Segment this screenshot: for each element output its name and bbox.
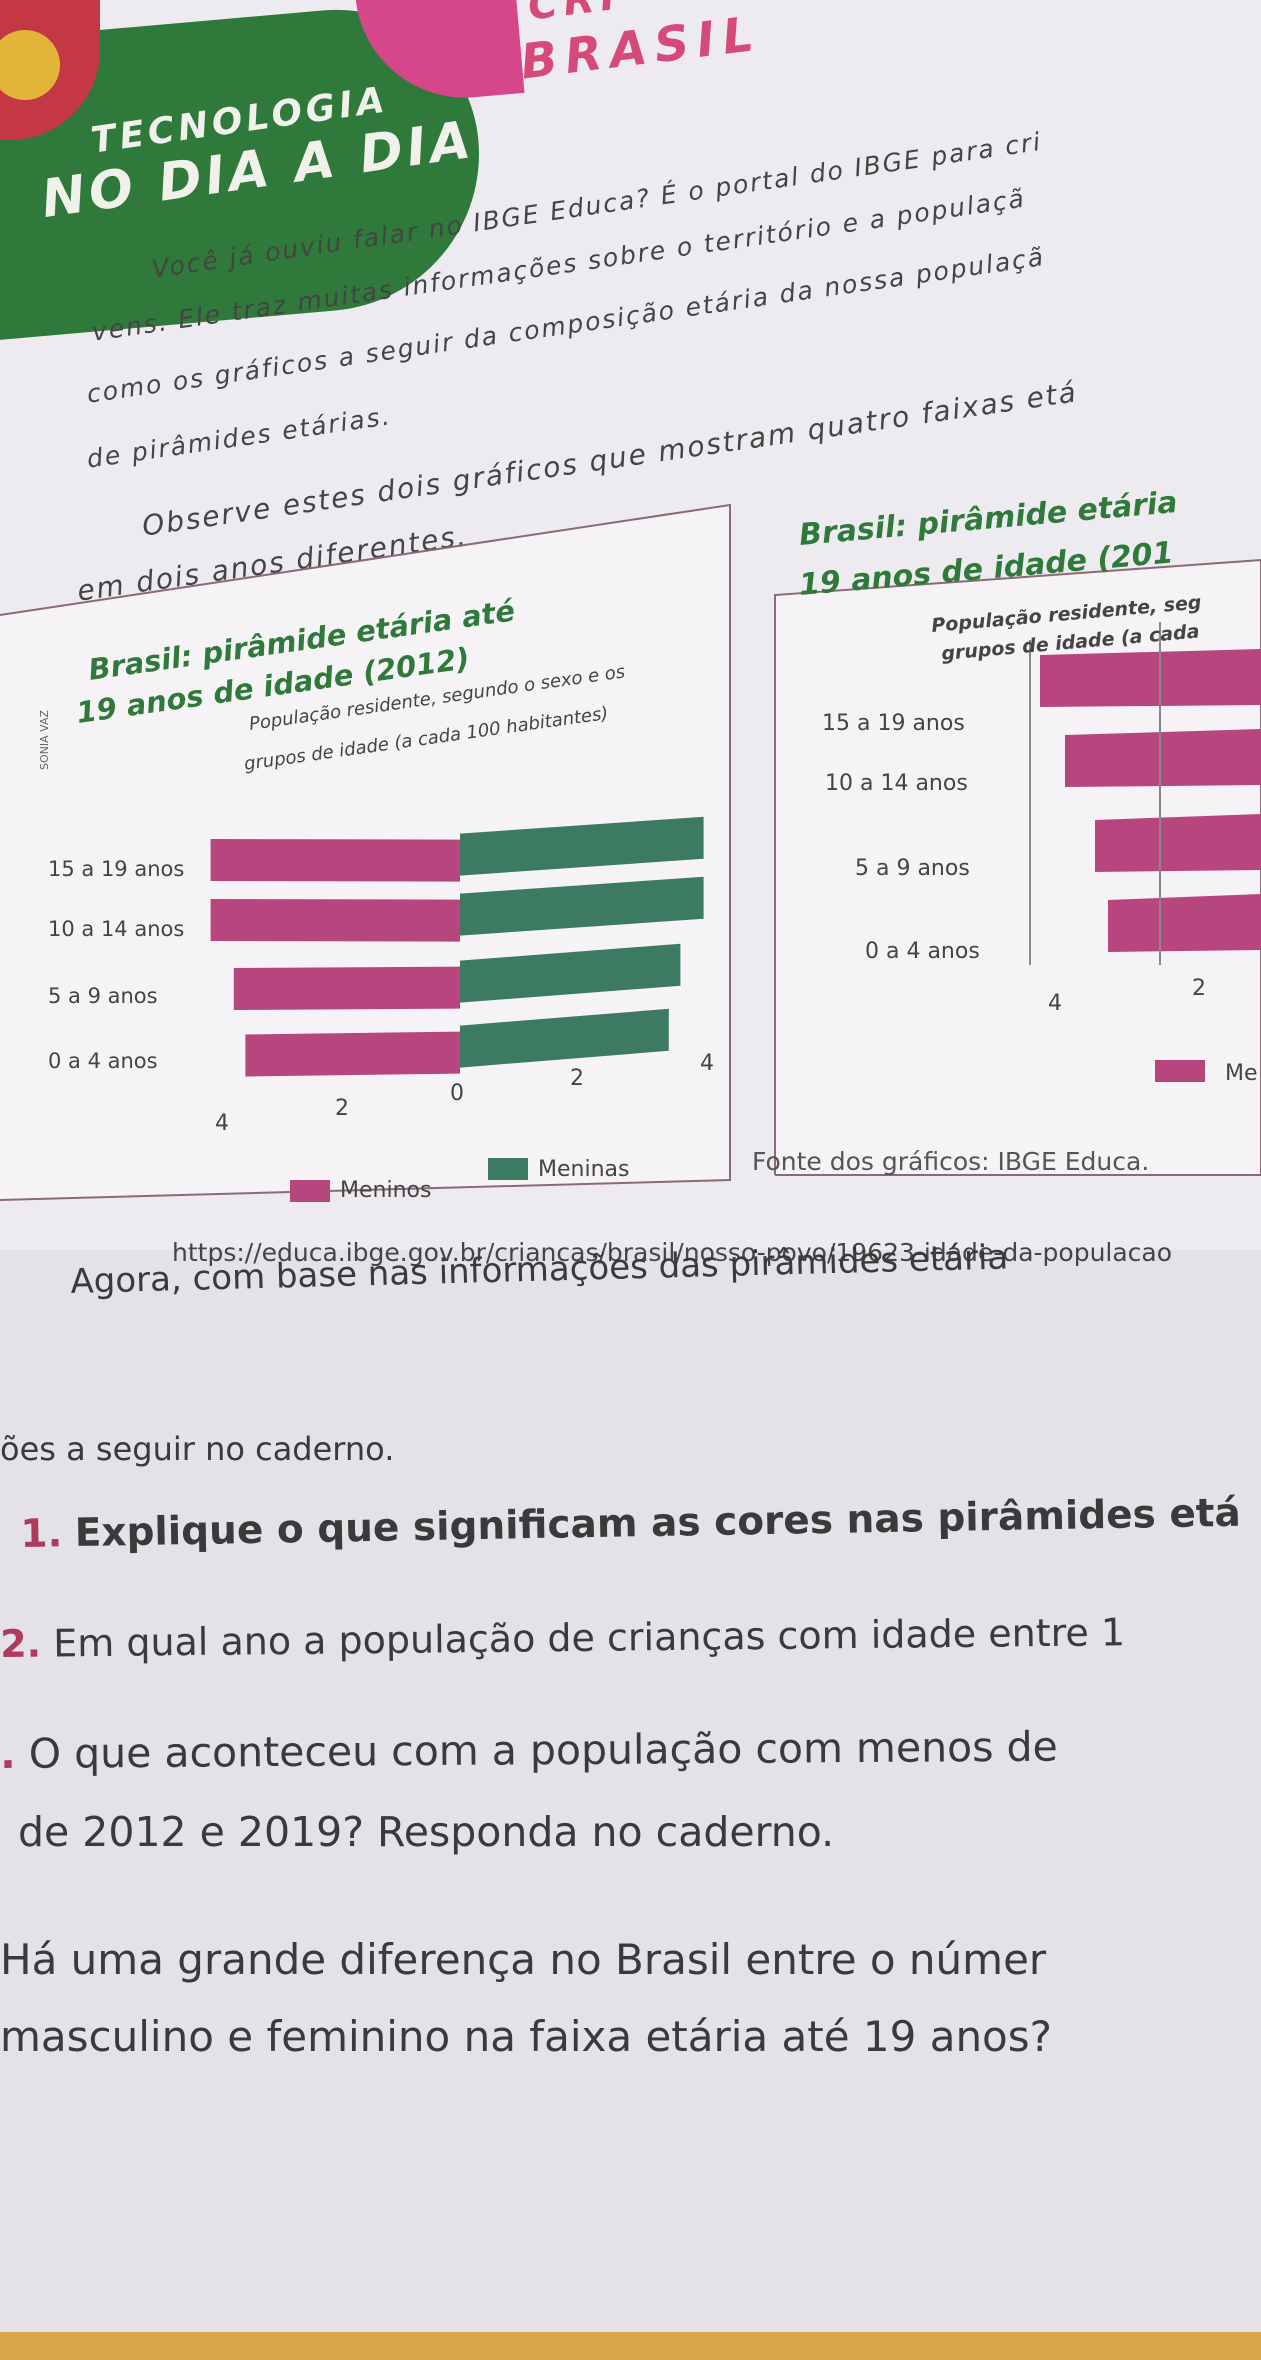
tick-label: 4	[215, 1111, 229, 1136]
source-url[interactable]: https://educa.ibge.gov.br/criancas/brasi…	[172, 1238, 1173, 1267]
bar-meninas	[460, 1008, 669, 1068]
category-label: 15 a 19 anos	[48, 857, 184, 881]
right-chart-frame	[774, 558, 1261, 1176]
bar-meninos	[210, 899, 460, 942]
tick-label: 2	[335, 1096, 349, 1121]
category-label: 5 a 9 anos	[855, 856, 970, 881]
textbook-page-bottom	[0, 1250, 1261, 2360]
chart-source: Fonte dos gráficos: IBGE Educa.	[752, 1147, 1150, 1176]
category-label: 0 a 4 anos	[865, 939, 980, 964]
tick-label: 2	[570, 1066, 584, 1091]
category-label: 5 a 9 anos	[48, 984, 158, 1008]
legend-swatch-meninos	[290, 1180, 330, 1202]
bar-meninos	[233, 966, 460, 1010]
category-label: 10 a 14 anos	[48, 917, 184, 941]
bar-meninos	[1095, 814, 1261, 872]
question-4: Há uma grande diferença no Brasil entre …	[0, 1935, 1047, 1984]
bar-meninas	[460, 943, 681, 1003]
bar-meninos	[1108, 894, 1261, 952]
tick-label: 2	[1192, 976, 1206, 1001]
questions-lead-2: ões a seguir no caderno.	[0, 1430, 395, 1468]
bar-meninas	[460, 816, 704, 876]
banner-yellow-circle	[0, 30, 60, 100]
tick-label: 4	[700, 1051, 714, 1076]
bar-meninos	[245, 1031, 460, 1077]
page-bottom-edge	[0, 2332, 1261, 2360]
category-label: 10 a 14 anos	[825, 771, 968, 796]
question-3: . O que aconteceu com a população com me…	[0, 1723, 1058, 1778]
bar-meninas	[460, 876, 704, 936]
tick-label: 4	[1048, 991, 1062, 1016]
legend-swatch-meninas	[488, 1158, 528, 1180]
legend-label-meninos: Me	[1225, 1061, 1258, 1086]
legend-swatch-meninos	[1155, 1060, 1205, 1082]
question-2-number: 2.	[0, 1621, 42, 1666]
question-3-continued: de 2012 e 2019? Responda no caderno.	[18, 1808, 835, 1856]
category-label: 15 a 19 anos	[822, 711, 965, 736]
question-1-number: 1.	[20, 1511, 63, 1557]
tick-label: 0	[450, 1081, 464, 1106]
question-3-number: .	[0, 1729, 16, 1778]
bar-meninos	[1065, 729, 1261, 787]
question-4-continued: masculino e feminino na faixa etária até…	[0, 2012, 1052, 2061]
category-label: 0 a 4 anos	[48, 1049, 158, 1073]
question-3-text: O que aconteceu com a população com meno…	[28, 1722, 1058, 1778]
bar-meninos	[210, 839, 460, 882]
legend-label-meninos: Meninos	[340, 1178, 431, 1203]
bar-meninos	[1040, 649, 1261, 707]
legend-label-meninas: Meninas	[538, 1157, 629, 1182]
pyramid-charts: 15 a 19 anos 10 a 14 anos 5 a 9 anos 0 a 4 …	[0, 485, 1261, 1203]
chart-credit: SONIA VAZ	[38, 710, 51, 770]
